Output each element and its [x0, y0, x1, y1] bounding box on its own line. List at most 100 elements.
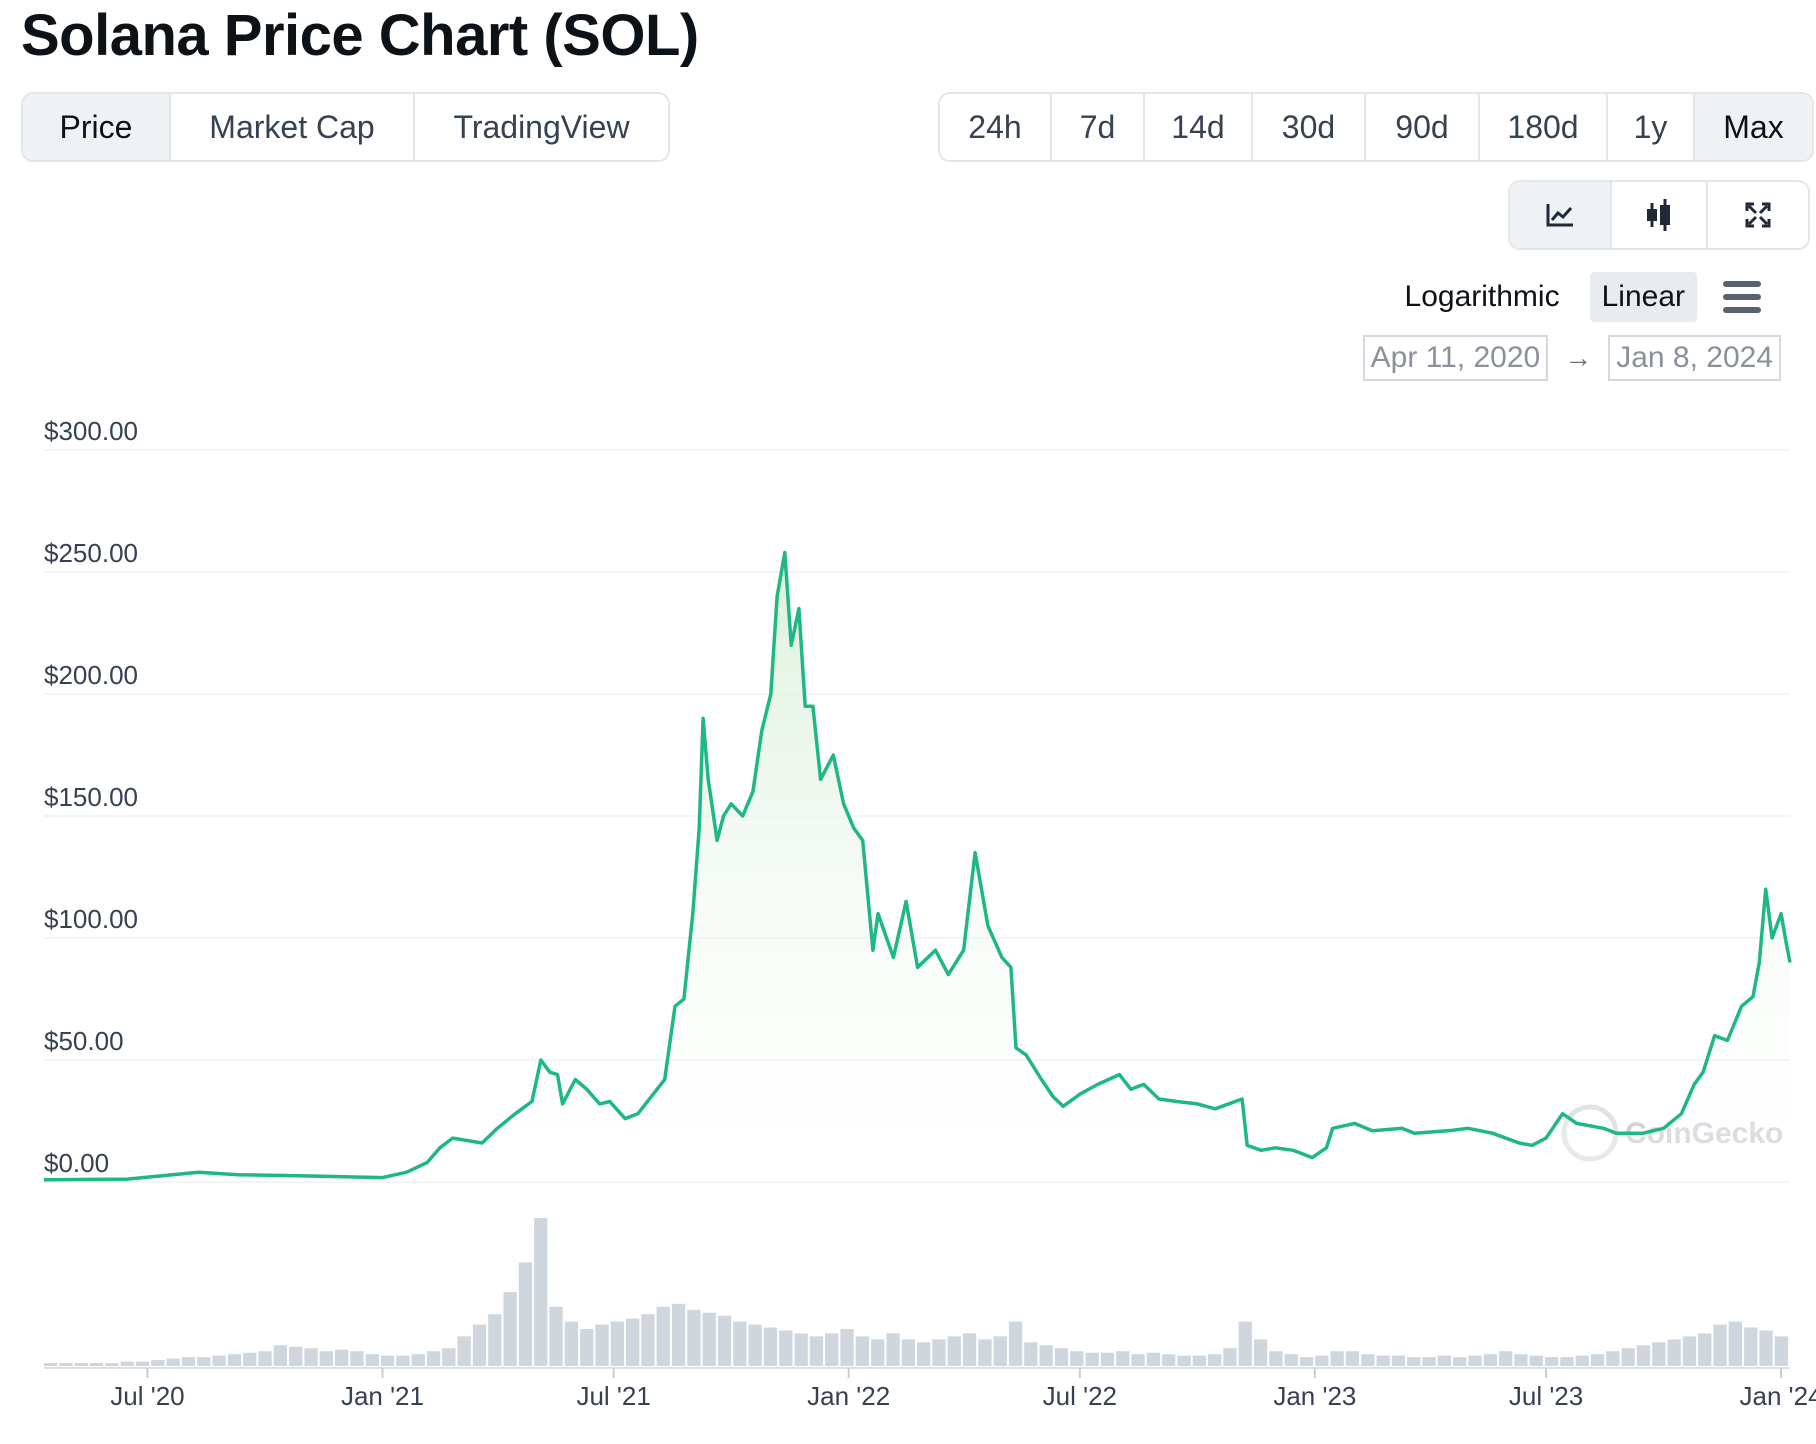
volume-bar — [1330, 1351, 1344, 1366]
volume-bar — [687, 1309, 701, 1366]
volume-bar — [1759, 1330, 1773, 1366]
volume-bar — [105, 1363, 119, 1366]
y-tick-label: $200.00 — [44, 660, 138, 690]
volume-bar — [1223, 1348, 1237, 1366]
x-tick-label: Jul '22 — [1043, 1381, 1117, 1411]
range-30d-button[interactable]: 30d — [1253, 94, 1366, 160]
volume-bar — [1422, 1357, 1436, 1366]
volume-bar — [564, 1321, 578, 1366]
volume-bar — [1116, 1351, 1130, 1366]
range-14d-button[interactable]: 14d — [1145, 94, 1253, 160]
volume-bar — [1299, 1357, 1314, 1366]
x-tick-label: Jul '23 — [1509, 1381, 1583, 1411]
range-90d-button[interactable]: 90d — [1366, 94, 1480, 160]
volume-bar — [1744, 1327, 1758, 1366]
x-tick-label: Jan '21 — [341, 1381, 424, 1411]
range-180d-button[interactable]: 180d — [1480, 94, 1608, 160]
hamburger-menu-icon[interactable] — [1723, 281, 1761, 313]
volume-bar — [1162, 1354, 1176, 1366]
volume-bar — [1146, 1352, 1160, 1366]
tab-market-cap[interactable]: Market Cap — [171, 94, 415, 160]
y-axis-labels: $0.00 $50.00 $100.00 $150.00 $200.00 $250.00 $… — [44, 416, 138, 1178]
volume-bar — [44, 1363, 58, 1366]
volume-bar — [1468, 1355, 1482, 1366]
volume-bar — [212, 1355, 226, 1366]
volume-bar — [1100, 1352, 1115, 1366]
price-line — [43, 550, 1792, 1182]
volume-bar — [151, 1360, 165, 1366]
y-tick-label: $300.00 — [44, 416, 138, 446]
x-tick-label: Jul '20 — [110, 1381, 184, 1411]
volume-bar — [518, 1262, 533, 1366]
volume-bar — [871, 1339, 885, 1366]
volume-bar — [1054, 1348, 1069, 1366]
volume-bar — [825, 1333, 839, 1366]
volume-bar — [549, 1306, 563, 1366]
volume-bar — [702, 1312, 716, 1366]
volume-bar — [1376, 1355, 1390, 1366]
volume-bar — [1070, 1351, 1084, 1366]
linear-option[interactable]: Linear — [1589, 272, 1697, 322]
volume-bar — [840, 1329, 854, 1366]
range-7d-button[interactable]: 7d — [1052, 94, 1145, 160]
volume-bar — [763, 1327, 778, 1366]
volume-bar — [1453, 1357, 1467, 1366]
fullscreen-button[interactable] — [1708, 182, 1808, 248]
volume-bar — [411, 1354, 425, 1366]
volume-bar — [472, 1324, 487, 1366]
volume-bar — [595, 1324, 609, 1366]
volume-bar — [1284, 1354, 1298, 1366]
volume-bar — [1345, 1351, 1360, 1366]
volume-bar — [243, 1352, 257, 1366]
volume-bar — [1560, 1357, 1574, 1366]
volume-bar — [962, 1333, 977, 1366]
volume-bar — [1361, 1354, 1375, 1366]
volume-bar — [1208, 1354, 1222, 1366]
candlestick-button[interactable] — [1612, 182, 1708, 248]
view-tabs: Price Market Cap TradingView — [21, 92, 670, 162]
volume-bar — [1131, 1354, 1145, 1366]
volume-bar — [1728, 1321, 1742, 1366]
volume-bar — [1774, 1336, 1788, 1366]
volume-bar — [1652, 1342, 1666, 1366]
volume-bar — [1039, 1345, 1053, 1366]
volume-bar — [717, 1315, 732, 1366]
start-date-input[interactable]: Apr 11, 2020 — [1362, 335, 1549, 381]
tab-tradingview[interactable]: TradingView — [453, 108, 630, 145]
volume-bar — [120, 1361, 134, 1366]
volume-bar — [503, 1292, 517, 1366]
volume-bar — [978, 1339, 992, 1366]
y-tick-label: $250.00 — [44, 538, 138, 568]
line-chart-button[interactable] — [1510, 182, 1612, 248]
date-range: Apr 11, 2020 → Jan 8, 2024 — [1362, 335, 1781, 381]
volume-bar — [396, 1355, 410, 1366]
y-tick-label: $50.00 — [44, 1026, 124, 1056]
volume-bar — [1514, 1354, 1528, 1366]
volume-bar — [181, 1357, 196, 1366]
volume-bar — [1636, 1345, 1651, 1366]
expand-icon — [1745, 202, 1771, 228]
volume-bar — [1437, 1355, 1451, 1366]
volume-bar — [1238, 1321, 1252, 1366]
volume-bar — [319, 1351, 333, 1366]
range-max-button[interactable]: Max — [1695, 94, 1812, 160]
volume-bar — [794, 1333, 808, 1366]
logarithmic-option[interactable]: Logarithmic — [1404, 280, 1560, 313]
volume-bar — [350, 1351, 364, 1366]
volume-bar — [1253, 1339, 1268, 1366]
volume-bar — [1483, 1354, 1497, 1366]
volume-bar — [426, 1351, 441, 1366]
volume-bar — [748, 1324, 762, 1366]
volume-bar — [227, 1354, 242, 1366]
end-date-input[interactable]: Jan 8, 2024 — [1608, 335, 1781, 381]
volume-bar — [304, 1348, 318, 1366]
range-24h-button[interactable]: 24h — [940, 94, 1052, 160]
x-tick-label: Jan '22 — [807, 1381, 890, 1411]
volume-bars — [44, 1218, 1788, 1366]
volume-bar — [1713, 1324, 1727, 1366]
range-1y-button[interactable]: 1y — [1608, 94, 1695, 160]
tab-price[interactable]: Price — [23, 94, 171, 160]
volume-bar — [917, 1342, 931, 1366]
candlestick-icon — [1647, 199, 1670, 231]
volume-bar — [89, 1363, 104, 1366]
